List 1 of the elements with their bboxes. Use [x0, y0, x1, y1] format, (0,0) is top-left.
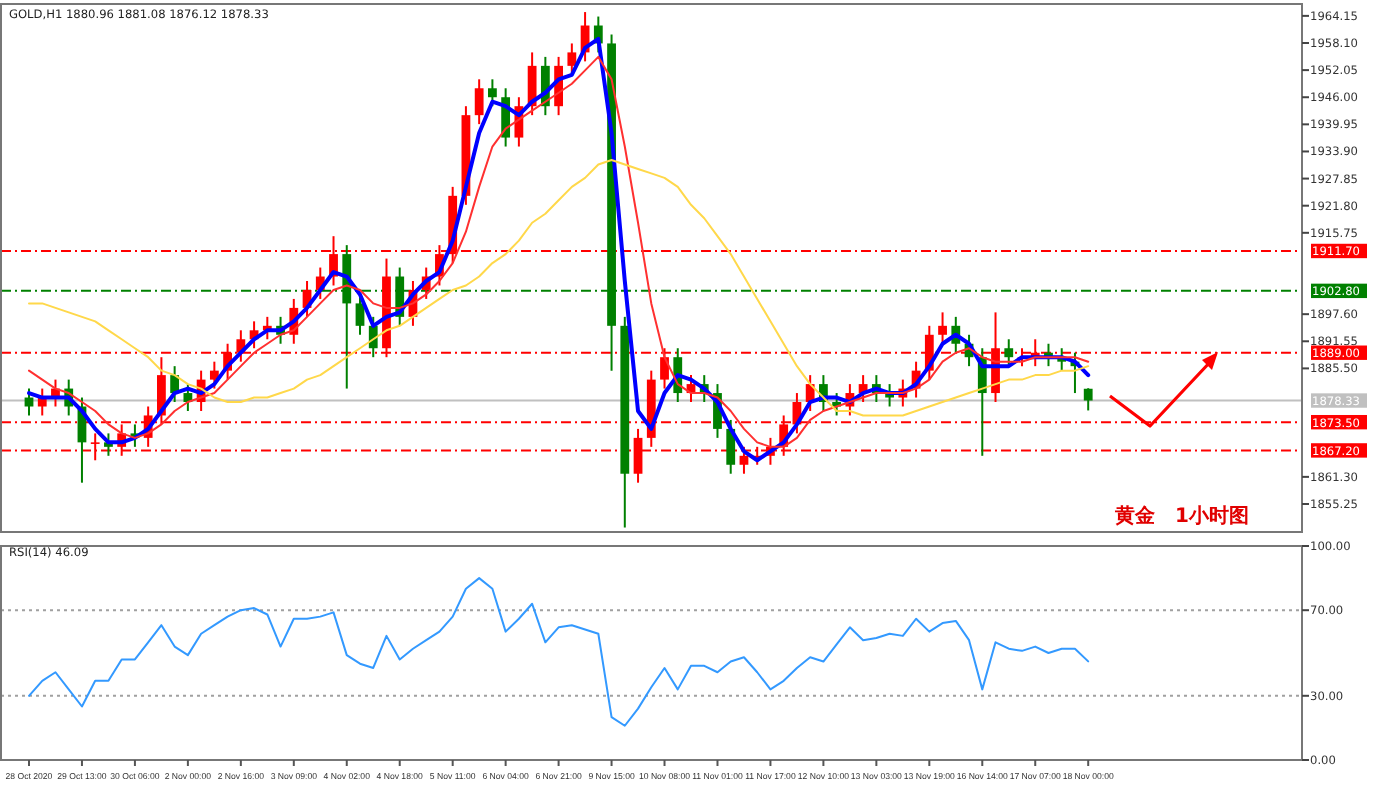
text: 黄金 1小时图 — [1113, 504, 1249, 528]
